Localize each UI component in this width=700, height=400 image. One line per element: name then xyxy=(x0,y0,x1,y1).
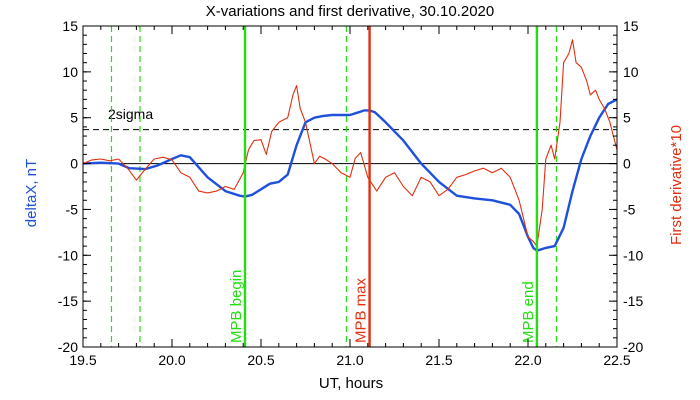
y-tick-label-right: 5 xyxy=(623,110,631,126)
mpb-begin-label: MPB begin xyxy=(228,270,245,343)
x-tick-label: 22.0 xyxy=(514,352,541,368)
event-lines: MPB begin MPB max MPB end xyxy=(228,26,539,347)
y-tick-label-left: 0 xyxy=(70,156,78,172)
sigma-label: 2sigma xyxy=(108,106,153,122)
mpb-max-label: MPB max xyxy=(353,277,370,343)
y-tick-label-left: 15 xyxy=(62,18,78,34)
reference-lines xyxy=(83,26,617,347)
y-tick-label-right: -15 xyxy=(623,293,643,309)
y-tick-label-right: -5 xyxy=(623,201,636,217)
x-tick-label: 19.5 xyxy=(69,352,96,368)
derivative-series-line xyxy=(82,39,618,247)
y-tick-label-right: -10 xyxy=(623,247,643,263)
y-axis-label-left: deltaX, nT xyxy=(23,159,40,227)
y-tick-label-left: -15 xyxy=(58,293,78,309)
y-tick-label-left: -5 xyxy=(66,201,79,217)
y-axis-label-right: First derivative*10 xyxy=(668,125,685,245)
chart-title: X-variations and first derivative, 30.10… xyxy=(206,3,495,20)
x-tick-label: 21.0 xyxy=(336,352,363,368)
y-tick-label-right: 15 xyxy=(623,18,639,34)
y-tick-label-left: 10 xyxy=(62,64,78,80)
y-tick-label-left: -10 xyxy=(58,247,78,263)
y-tick-label-right: -20 xyxy=(623,339,643,355)
x-tick-label: 20.5 xyxy=(247,352,274,368)
x-axis-label: UT, hours xyxy=(319,375,383,392)
series-layer xyxy=(82,39,618,252)
y-tick-label-left: -20 xyxy=(58,339,78,355)
x-tick-label: 22.5 xyxy=(603,352,630,368)
mpb-end-label: MPB end xyxy=(520,281,537,343)
y-tick-label-left: 5 xyxy=(70,110,78,126)
deltax-series-line xyxy=(82,98,618,252)
x-tick-label: 21.5 xyxy=(425,352,452,368)
y-tick-label-right: 0 xyxy=(623,156,631,172)
y-tick-label-right: 10 xyxy=(623,64,639,80)
axes: 19.5 20.0 20.5 21.0 21.5 22.0 22.5-20 -20-15 -15… xyxy=(58,18,644,368)
x-tick-label: 20.0 xyxy=(158,352,185,368)
